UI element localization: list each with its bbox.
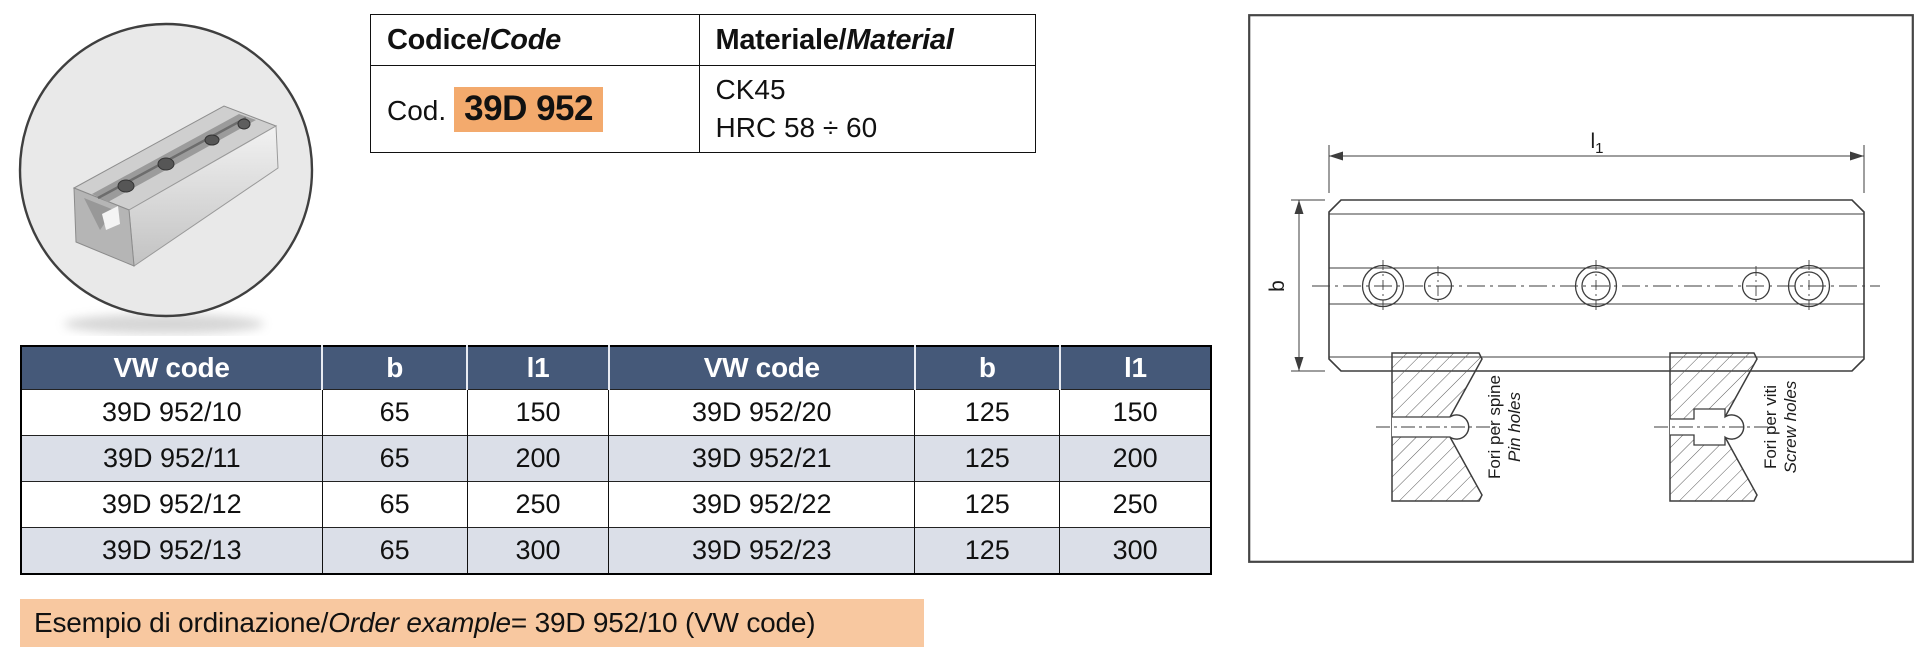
table-row: 39D 952/13 65 300 39D 952/23 125 300: [21, 527, 1211, 574]
screw-section-label-it: Fori per viti: [1761, 385, 1780, 469]
cell-vwcode: 39D 952/22: [608, 481, 916, 528]
material-header-en: Material: [846, 23, 954, 56]
code-header-it: Codice/: [387, 23, 490, 56]
column-header-b-2: b: [914, 346, 1061, 390]
screw-hole: [1787, 260, 1831, 312]
cell-b: 125: [914, 389, 1061, 436]
cell-b: 125: [914, 481, 1061, 528]
bar-outline: [1328, 199, 1865, 372]
drawing-border: [1248, 14, 1914, 563]
order-example-en: Order example: [328, 607, 511, 638]
code-prefix: Cod.: [387, 94, 447, 126]
column-header-b-1: b: [322, 346, 469, 390]
cell-vwcode: 39D 952/23: [608, 527, 916, 574]
cell-l1: 150: [467, 389, 610, 436]
cell-vwcode: 39D 952/11: [21, 435, 323, 482]
cell-b: 65: [322, 527, 468, 574]
photo-shadow: [64, 314, 264, 334]
pin-section-label-it: Fori per spine: [1485, 375, 1504, 479]
code-header-en: Code: [489, 23, 562, 56]
column-header-vwcode-1: VW code: [21, 346, 324, 390]
screw-section-label-en: Screw holes: [1781, 380, 1800, 473]
cell-l1: 200: [1059, 435, 1211, 482]
cell-b: 125: [914, 527, 1061, 574]
cell-b: 65: [322, 481, 468, 528]
cell-l1: 150: [1059, 389, 1211, 436]
technical-drawing: l1 b Fori per spine Pin holes Fori per v…: [1248, 14, 1914, 563]
material-cell: CK45 HRC 58 ÷ 60: [698, 65, 1036, 153]
cell-l1: 250: [1059, 481, 1211, 528]
dimension-b: b: [1266, 199, 1325, 372]
dimension-l1: l1: [1328, 130, 1865, 193]
cell-l1: 250: [467, 481, 610, 528]
screw-hole: [1361, 260, 1405, 312]
product-photo: [18, 22, 314, 334]
cell-vwcode: 39D 952/13: [21, 527, 323, 574]
cell-vwcode: 39D 952/21: [608, 435, 916, 482]
screw-hole: [1574, 260, 1618, 312]
size-table: VW code b l1 VW code b l1 39D 952/10 65 …: [20, 345, 1212, 575]
cell-b: 65: [322, 389, 468, 436]
pin-section-label-en: Pin holes: [1505, 392, 1524, 462]
material-column-header: Materiale/Material: [698, 14, 1036, 66]
table-row: 39D 952/10 65 150 39D 952/20 125 150: [21, 389, 1211, 436]
cell-vwcode: 39D 952/12: [21, 481, 323, 528]
cell-b: 65: [322, 435, 468, 482]
order-example-value: = 39D 952/10 (VW code): [510, 607, 816, 638]
table-row: 39D 952/11 65 200 39D 952/21 125 200: [21, 435, 1211, 482]
code-material-table: Codice/Code Materiale/Material Cod. 39D 9…: [370, 14, 1036, 153]
plan-view: [1312, 199, 1880, 372]
material-header-it: Materiale/: [715, 23, 847, 56]
cell-l1: 300: [1059, 527, 1211, 574]
dimension-l1-label: l1: [1590, 130, 1603, 157]
cell-vwcode: 39D 952/10: [21, 389, 323, 436]
pin-hole-section: Fori per spine Pin holes: [1376, 352, 1524, 502]
cell-b: 125: [914, 435, 1061, 482]
code-column-header: Codice/Code: [370, 14, 700, 66]
cell-vwcode: 39D 952/20: [608, 389, 916, 436]
table-row: 39D 952/12 65 250 39D 952/22 125 250: [21, 481, 1211, 528]
order-example-it: Esempio di ordinazione/: [34, 607, 329, 638]
dimension-b-label: b: [1266, 280, 1289, 292]
material-hardness: HRC 58 ÷ 60: [715, 112, 878, 143]
column-header-l1-2: l1: [1059, 346, 1211, 390]
product-code-badge: 39D 952: [454, 86, 603, 132]
code-cell: Cod. 39D 952: [370, 65, 700, 153]
column-header-vwcode-2: VW code: [608, 346, 916, 390]
screw-hole-section: Fori per viti Screw holes: [1654, 352, 1800, 502]
cell-l1: 300: [467, 527, 610, 574]
column-header-l1-1: l1: [467, 346, 610, 390]
pin-hole: [1423, 266, 1453, 306]
pin-hole: [1741, 266, 1771, 306]
order-example: Esempio di ordinazione/Order example = 3…: [20, 599, 924, 647]
cell-l1: 200: [467, 435, 610, 482]
machined-block-illustration: [72, 105, 279, 267]
size-table-header-row: VW code b l1 VW code b l1: [21, 346, 1211, 390]
material-grade: CK45: [715, 74, 786, 105]
